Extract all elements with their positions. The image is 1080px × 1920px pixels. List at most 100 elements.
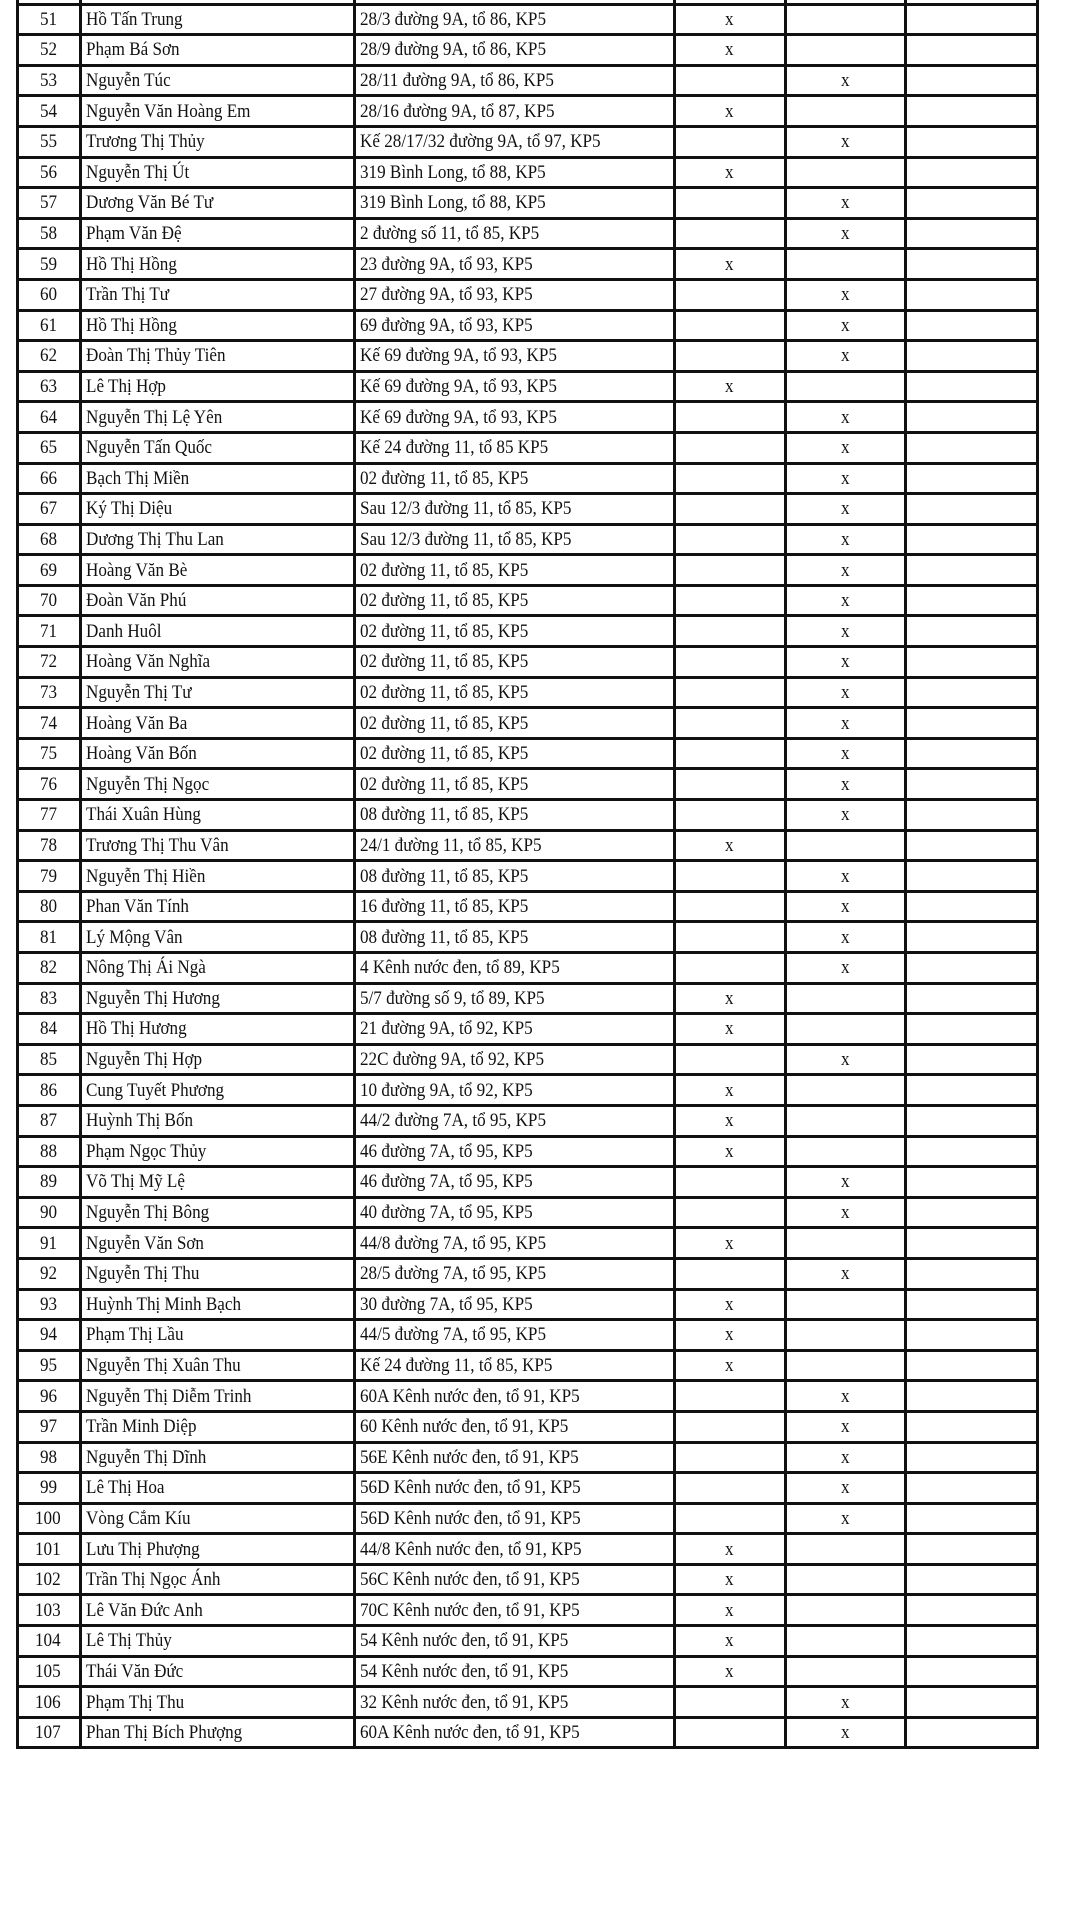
address-text: 02 đường 11, tổ 85, KP5 xyxy=(360,712,529,734)
table-row: 107 Phan Thị Bích Phượng 60A Kênh nước đen… xyxy=(16,1715,1039,1750)
resident-name-text: Trương Thị Thu Vân xyxy=(86,834,229,856)
address: 23 đường 9A, tổ 93, KP5 xyxy=(353,247,676,281)
row-number: 88 xyxy=(16,1134,82,1169)
resident-name: Nguyễn Thị Lệ Yên xyxy=(79,400,356,434)
mark-column-a xyxy=(673,798,787,832)
note-cell xyxy=(904,1348,1039,1383)
resident-name: Hồ Thị Hương xyxy=(79,1012,356,1046)
mark-column-a xyxy=(673,1165,787,1199)
row-number: 54 xyxy=(16,94,82,128)
row-number-text: 71 xyxy=(39,620,57,642)
note-cell xyxy=(904,63,1039,98)
table-row: 88 Phạm Ngọc Thủy 46 đường 7A, tổ 95, KP5 x xyxy=(16,1134,1039,1169)
address: 28/16 đường 9A, tổ 87, KP5 xyxy=(353,94,676,128)
row-number: 68 xyxy=(16,522,82,557)
resident-name-text: Trương Thị Thủy xyxy=(86,131,205,153)
mark-column-a: x xyxy=(673,1073,787,1107)
address-text: 44/2 đường 7A, tổ 95, KP5 xyxy=(360,1110,547,1132)
address: 16 đường 11, tổ 85, KP5 xyxy=(353,889,676,924)
mark-column-a-text: x xyxy=(725,253,734,275)
note-cell xyxy=(904,339,1039,373)
row-number-text: 66 xyxy=(39,467,57,489)
mark-column-b: x xyxy=(784,186,907,220)
resident-name-text: Hồ Thị Hồng xyxy=(86,314,177,336)
mark-column-a: x xyxy=(673,33,787,67)
table-row: 69 Hoàng Văn Bè 02 đường 11, tổ 85, KP5 x xyxy=(16,553,1039,587)
mark-column-b: x xyxy=(784,859,907,893)
note-cell xyxy=(904,1073,1039,1107)
mark-column-b xyxy=(784,1654,907,1689)
table-row: 82 Nông Thị Ái Ngà 4 Kênh nước đen, tổ 89,… xyxy=(16,951,1039,985)
note-cell xyxy=(904,1226,1039,1260)
resident-name-text: Nguyễn Thị Xuân Thu xyxy=(86,1355,241,1377)
row-number-text: 61 xyxy=(39,314,57,336)
note-cell xyxy=(904,216,1039,251)
row-number-text: 68 xyxy=(39,528,57,550)
row-number: 104 xyxy=(16,1624,82,1658)
table-row: 97 Trần Minh Diệp 60 Kênh nước đen, tổ 91,… xyxy=(16,1409,1039,1444)
resident-name: Cung Tuyết Phương xyxy=(79,1073,356,1107)
row-number: 72 xyxy=(16,645,82,679)
address-text: 02 đường 11, tổ 85, KP5 xyxy=(360,651,529,673)
resident-name: Nông Thị Ái Ngà xyxy=(79,951,356,985)
note-cell xyxy=(904,798,1039,832)
table-row: 106 Phạm Thị Thu 32 Kênh nước đen, tổ 91, … xyxy=(16,1685,1039,1719)
mark-column-b-text: x xyxy=(840,345,850,367)
resident-name: Hồ Thị Hồng xyxy=(79,308,356,343)
mark-column-a xyxy=(673,277,787,312)
resident-name-text: Phạm Thị Lầu xyxy=(86,1324,184,1346)
row-number-text: 102 xyxy=(34,1569,61,1591)
mark-column-a-text: x xyxy=(725,39,734,61)
resident-name: Nguyễn Thị Xuân Thu xyxy=(79,1348,356,1383)
mark-column-b xyxy=(784,981,907,1016)
row-number: 58 xyxy=(16,216,82,251)
address-text: 319 Bình Long, tổ 88, KP5 xyxy=(360,192,546,214)
address-text: 56C Kênh nước đen, tổ 91, KP5 xyxy=(360,1569,580,1591)
mark-column-a xyxy=(673,645,787,679)
address-text: Sau 12/3 đường 11, tổ 85, KP5 xyxy=(360,528,572,550)
address: 02 đường 11, tổ 85, KP5 xyxy=(353,553,676,587)
mark-column-b xyxy=(784,828,907,863)
mark-column-b-text: x xyxy=(840,1722,850,1744)
mark-column-a xyxy=(673,63,787,98)
note-cell xyxy=(904,277,1039,312)
row-number-text: 93 xyxy=(39,1293,57,1315)
mark-column-b xyxy=(784,369,907,404)
resident-name: Thái Văn Đức xyxy=(79,1654,356,1689)
address: 02 đường 11, tổ 85, KP5 xyxy=(353,461,676,496)
resident-name-text: Hồ Thị Hương xyxy=(86,1018,187,1040)
mark-column-b-text: x xyxy=(840,1446,850,1468)
row-number: 62 xyxy=(16,339,82,373)
address: 30 đường 7A, tổ 95, KP5 xyxy=(353,1287,676,1322)
row-number-text: 82 xyxy=(39,957,57,979)
mark-column-a: x xyxy=(673,1012,787,1046)
address-text: 08 đường 11, tổ 85, KP5 xyxy=(360,926,529,948)
note-cell xyxy=(904,461,1039,496)
note-cell xyxy=(904,1256,1039,1291)
table-row: 55 Trương Thị Thủy Kế 28/17/32 đường 9A, t… xyxy=(16,124,1039,159)
row-number-text: 55 xyxy=(39,131,57,153)
row-number: 95 xyxy=(16,1348,82,1383)
mark-column-a xyxy=(673,522,787,557)
row-number-text: 63 xyxy=(39,376,57,398)
address: 02 đường 11, tổ 85, KP5 xyxy=(353,767,676,802)
mark-column-a-text: x xyxy=(725,1355,734,1377)
note-cell xyxy=(904,186,1039,220)
row-number-text: 58 xyxy=(39,223,57,245)
address: Kế 24 đường 11, tổ 85, KP5 xyxy=(353,1348,676,1383)
resident-name-text: Lê Thị Hoa xyxy=(86,1477,165,1499)
mark-column-b: x xyxy=(784,522,907,557)
address: 27 đường 9A, tổ 93, KP5 xyxy=(353,277,676,312)
mark-column-b: x xyxy=(784,461,907,496)
mark-column-b-text: x xyxy=(840,1202,850,1224)
mark-column-a xyxy=(673,1715,787,1750)
row-number: 105 xyxy=(16,1654,82,1689)
resident-name: Lý Mộng Vân xyxy=(79,920,356,954)
row-number: 99 xyxy=(16,1471,82,1505)
note-cell xyxy=(904,1562,1039,1597)
resident-name-text: Huỳnh Thị Bốn xyxy=(86,1110,194,1132)
mark-column-a xyxy=(673,124,787,159)
note-cell xyxy=(904,124,1039,159)
row-number-text: 98 xyxy=(39,1446,57,1468)
row-number: 57 xyxy=(16,186,82,220)
